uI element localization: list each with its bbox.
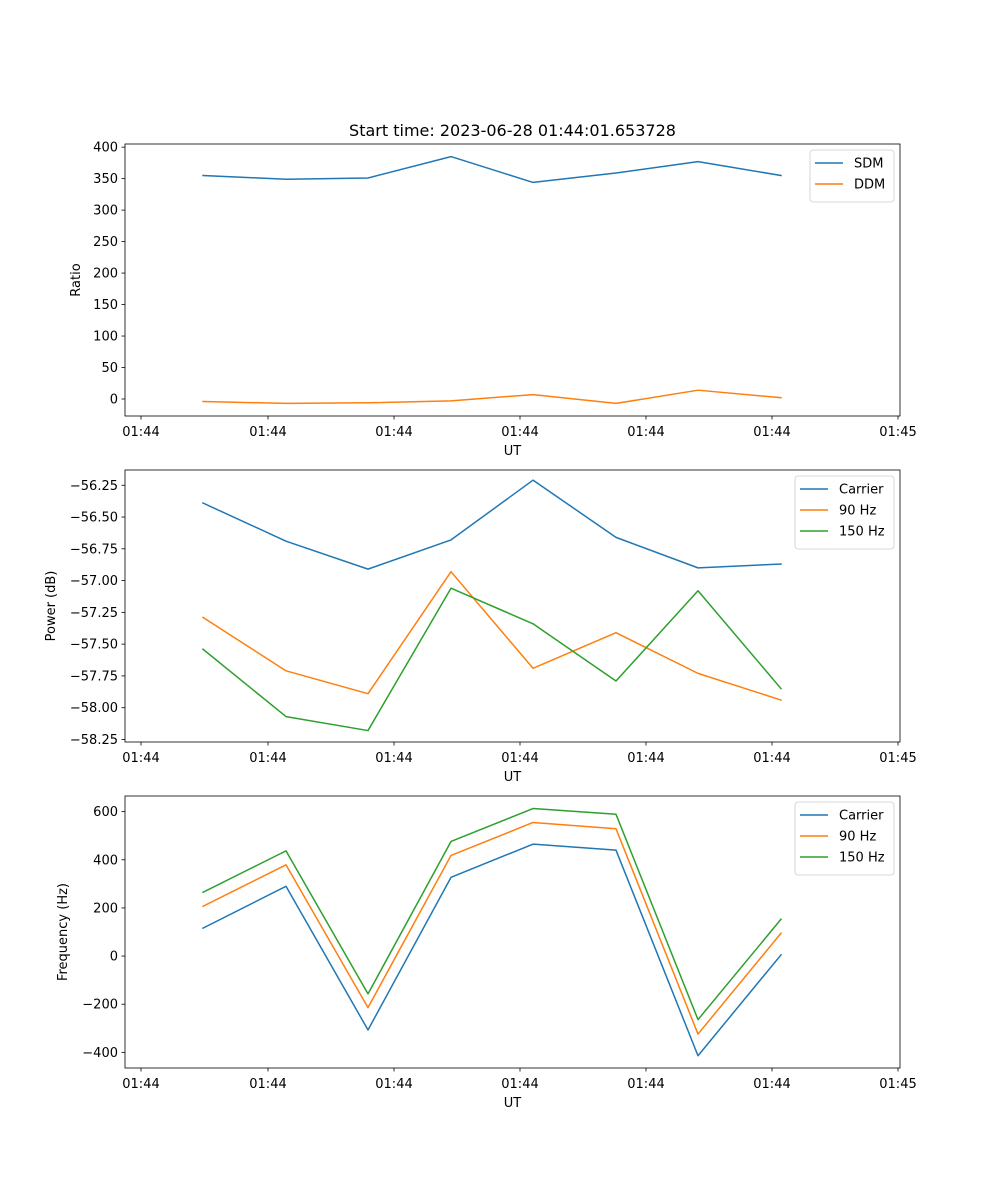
legend-label: Carrier: [839, 809, 884, 824]
series-line-carrier: [201, 843, 783, 1057]
y-tick-label: 300: [93, 204, 118, 219]
legend-label: Carrier: [839, 483, 884, 498]
y-tick-label: 150: [93, 298, 118, 313]
series-line-carrier: [202, 479, 782, 570]
series-line-90-hz: [201, 821, 783, 1035]
y-tick-label: 100: [93, 330, 118, 345]
y-axis-label: Frequency (Hz): [56, 883, 71, 981]
x-tick-label: 01:44: [122, 1077, 159, 1092]
y-tick-label: −58.00: [70, 701, 118, 716]
x-tick-label: 01:44: [501, 1077, 538, 1092]
x-tick-label: 01:44: [375, 425, 412, 440]
y-tick-label: 50: [101, 361, 118, 376]
x-tick-label: 01:44: [753, 1077, 790, 1092]
chart-panel-1: 0 50 100 150 200 250 300 350 400 01:44 01:44 01:44 0…: [69, 141, 917, 459]
y-tick-label: 400: [93, 141, 118, 156]
x-tick-label: 01:44: [501, 751, 538, 766]
x-tick-label: 01:44: [122, 751, 159, 766]
x-tick-label: 01:44: [501, 425, 538, 440]
y-tick-label: −200: [82, 998, 118, 1013]
y-tick-label: −57.50: [70, 638, 118, 653]
y-tick-label: −56.50: [70, 511, 118, 526]
x-tick-label: 01:44: [375, 751, 412, 766]
series-line-sdm: [202, 155, 782, 184]
series-line-150-hz: [201, 807, 783, 1021]
y-tick-label: 250: [93, 235, 118, 250]
legend-label: DDM: [854, 178, 885, 193]
y-tick-label: −57.00: [70, 574, 118, 589]
y-tick-label: 0: [110, 950, 118, 965]
y-tick-label: −57.25: [70, 606, 118, 621]
series-line-90-hz: [201, 570, 782, 702]
x-tick-label: 01:44: [627, 425, 664, 440]
y-tick-label: 0: [110, 393, 118, 408]
x-tick-label: 01:44: [375, 1077, 412, 1092]
y-tick-label: −400: [82, 1046, 118, 1061]
y-tick-label: −58.25: [70, 733, 118, 748]
x-tick-label: 01:44: [122, 425, 159, 440]
y-tick-label: 400: [93, 853, 118, 868]
x-tick-label: 01:44: [753, 751, 790, 766]
chart-panel-3: −400 −200 0 200 400 600 01:44 01:44 01:44 01:44 01…: [56, 795, 917, 1111]
x-tick-label: 01:45: [879, 425, 916, 440]
chart-panel-2: −58.25 −58.00 −57.75 −57.50 −57.25 −57.00 −56.…: [44, 469, 917, 785]
x-tick-label: 01:44: [753, 425, 790, 440]
y-tick-label: 600: [93, 805, 118, 820]
legend-label: SDM: [854, 157, 883, 172]
plot-frame: [124, 469, 901, 743]
y-tick-label: 200: [93, 267, 118, 282]
y-tick-label: −56.25: [70, 479, 118, 494]
plot-frame: [124, 795, 901, 1069]
y-tick-label: −56.75: [70, 542, 118, 557]
legend: Carrier 90 Hz 150 Hz: [794, 475, 895, 550]
x-tick-label: 01:44: [249, 425, 286, 440]
x-tick-label: 01:44: [249, 1077, 286, 1092]
legend: Carrier 90 Hz 150 Hz: [794, 801, 895, 876]
legend-label: 150 Hz: [839, 851, 885, 866]
figure-title: Start time: 2023-06-28 01:44:01.653728: [349, 121, 676, 140]
x-axis-label: UT: [504, 1096, 522, 1111]
x-tick-label: 01:45: [879, 751, 916, 766]
x-tick-label: 01:44: [249, 751, 286, 766]
x-axis-label: UT: [504, 770, 522, 785]
y-tick-label: 350: [93, 172, 118, 187]
x-tick-label: 01:44: [627, 751, 664, 766]
plot-frame: [124, 143, 901, 417]
y-axis-label: Ratio: [69, 263, 84, 296]
y-axis-label: Power (dB): [44, 571, 59, 642]
legend: SDM DDM: [809, 149, 895, 203]
series-line-ddm: [202, 389, 782, 405]
legend-label: 90 Hz: [839, 504, 876, 519]
legend-label: 90 Hz: [839, 830, 876, 845]
x-tick-label: 01:45: [879, 1077, 916, 1092]
series-line-150-hz: [201, 587, 783, 732]
y-tick-label: 200: [93, 901, 118, 916]
x-axis-label: UT: [504, 444, 522, 459]
y-tick-label: −57.75: [70, 669, 118, 684]
x-tick-label: 01:44: [627, 1077, 664, 1092]
legend-label: 150 Hz: [839, 525, 885, 540]
